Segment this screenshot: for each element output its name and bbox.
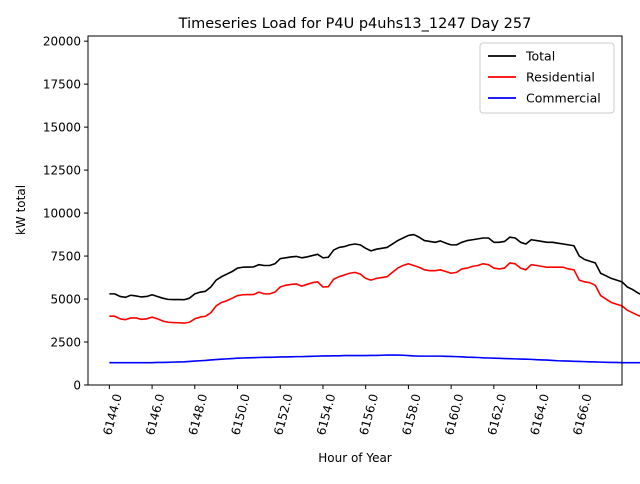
x-tick-label: 6166.0 <box>570 392 594 436</box>
y-tick-label: 20000 <box>43 35 81 49</box>
legend-label-total: Total <box>525 49 555 64</box>
series-layer <box>109 233 640 364</box>
series-line-commercial <box>109 354 640 364</box>
plot-frame <box>87 35 623 386</box>
y-tick-label: 15000 <box>43 121 81 135</box>
x-tick-label: 6158.0 <box>399 392 423 436</box>
y-tick-label: 12500 <box>43 164 81 178</box>
legend-label-residential: Residential <box>526 70 595 85</box>
x-tick-label: 6164.0 <box>528 392 552 436</box>
legend-label-commercial: Commercial <box>526 91 601 106</box>
x-tick-label: 6154.0 <box>314 392 338 436</box>
series-line-total <box>109 233 640 301</box>
legend-box <box>479 42 615 114</box>
y-axis: 0 2500 5000 7500 10000 12500 15000 17500 20000 <box>43 35 88 393</box>
x-tick-label: 6150.0 <box>229 392 253 436</box>
y-tick-label: 0 <box>73 379 81 393</box>
y-tick-label: 7500 <box>50 250 81 264</box>
y-tick-label: 5000 <box>50 293 81 307</box>
x-tick-label: 6144.0 <box>100 392 124 436</box>
x-tick-label: 6160.0 <box>442 392 466 436</box>
x-axis-label: Hour of Year <box>318 451 392 465</box>
x-tick-label: 6146.0 <box>143 392 167 436</box>
x-tick-label: 6148.0 <box>186 392 210 436</box>
x-tick-label: 6162.0 <box>485 392 509 436</box>
y-tick-label: 10000 <box>43 207 81 221</box>
y-tick-label: 2500 <box>50 336 81 350</box>
y-axis-label: kW total <box>14 185 28 235</box>
x-axis: 6144.0 6146.0 6148.0 6150.0 6152.0 6154.0 6156… <box>100 385 595 437</box>
chart-title: Timeseries Load for P4U p4uhs13_1247 Day… <box>178 16 532 32</box>
x-tick-label: 6156.0 <box>357 392 381 436</box>
y-tick-label: 17500 <box>43 78 81 92</box>
x-tick-label: 6152.0 <box>271 392 295 436</box>
legend: Total Residential Commercial <box>479 42 615 114</box>
series-line-residential <box>109 262 640 324</box>
